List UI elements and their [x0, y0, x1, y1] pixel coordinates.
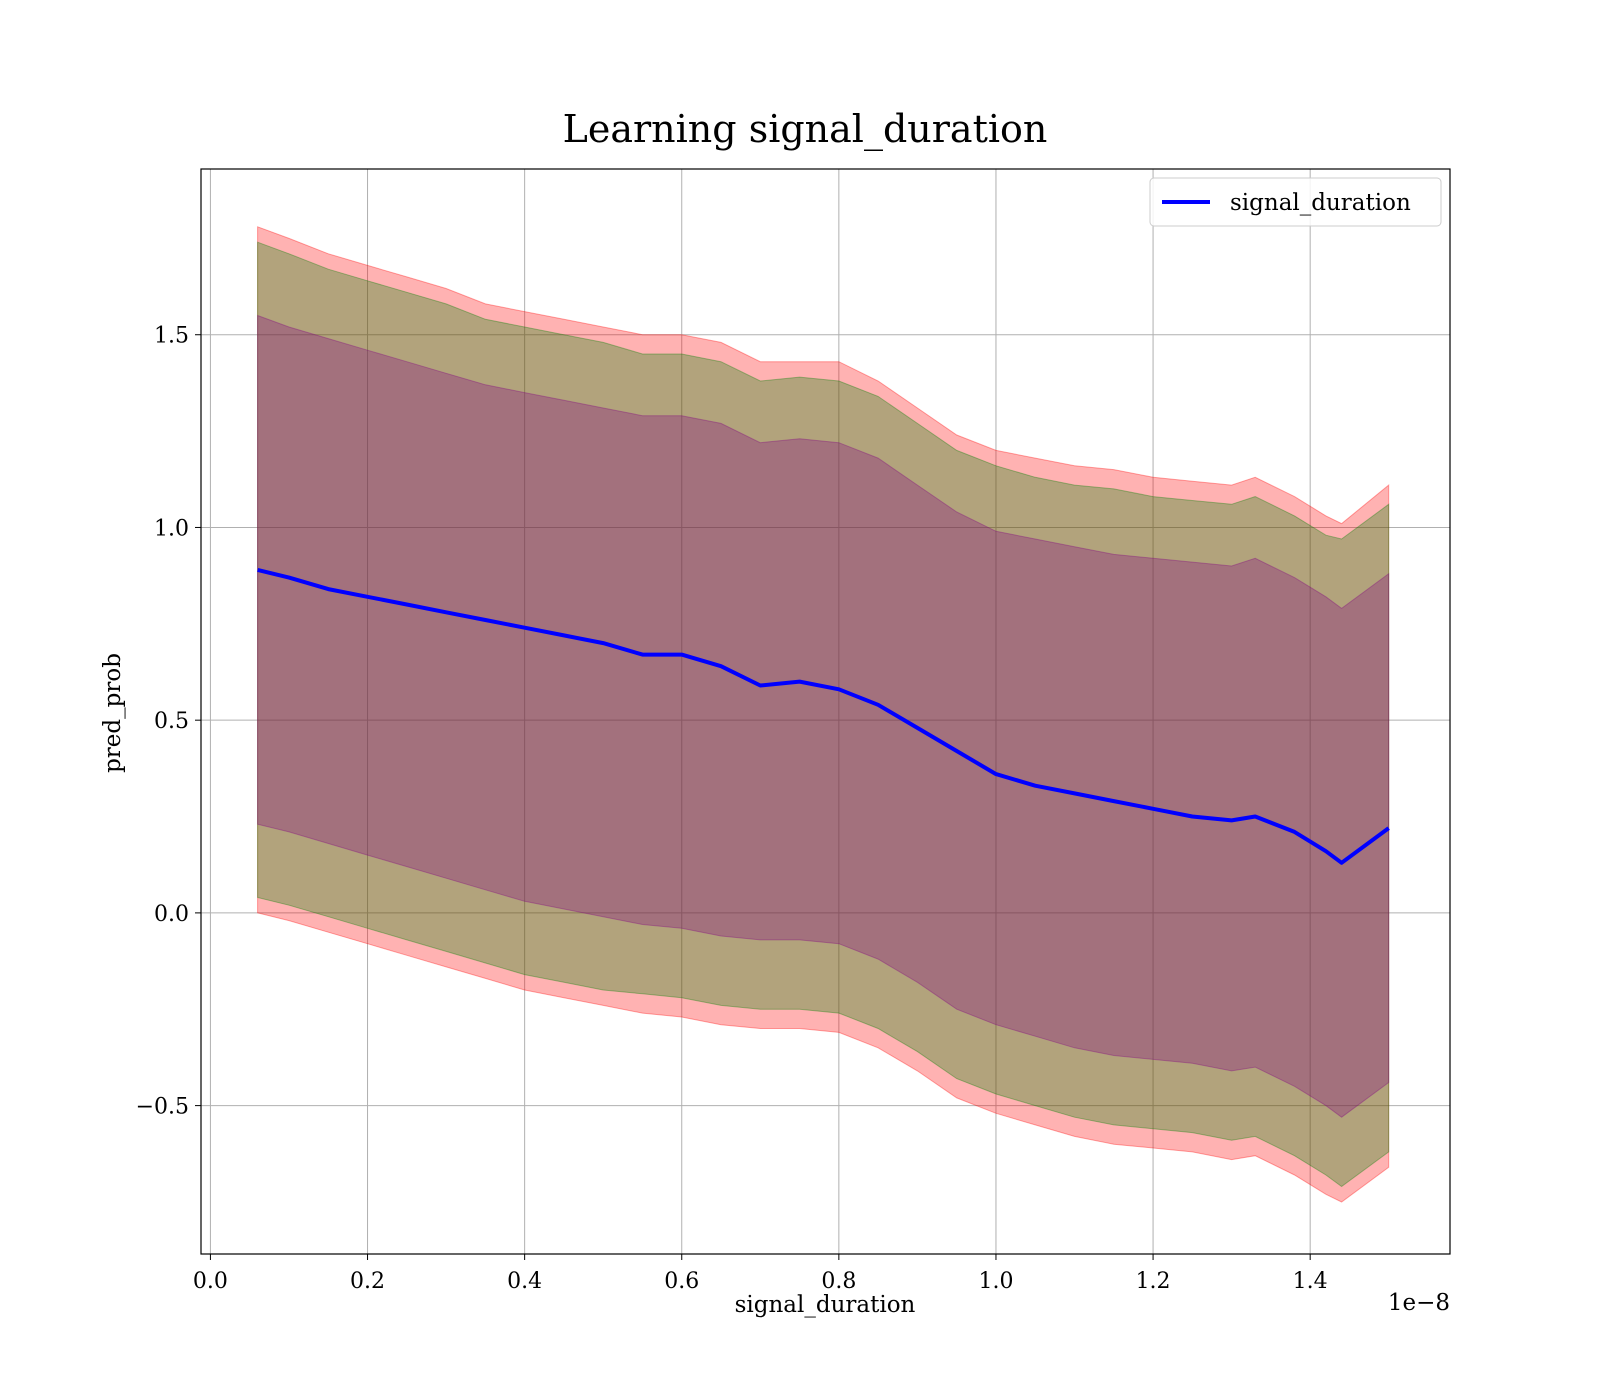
x-tick-label: 1.2 — [1136, 1269, 1171, 1294]
y-tick-label: 0.0 — [154, 902, 189, 927]
chart-title: Learning signal_duration — [563, 107, 1048, 152]
series-lines — [257, 567, 1390, 865]
y-tick-label: −0.5 — [136, 1095, 189, 1120]
series-line-0 — [257, 567, 1390, 865]
y-tick-label: 1.0 — [154, 516, 189, 541]
confidence-bands — [257, 226, 1390, 1203]
grid-lines — [201, 169, 1450, 1254]
x-axis-label: signal_duration — [735, 1292, 916, 1318]
band-0 — [257, 226, 1390, 1203]
y-axis-ticks: −0.5 0.0 0.5 1.0 1.5 — [136, 324, 201, 1120]
legend-entry-label: signal_duration — [1230, 190, 1411, 216]
x-tick-label: 0.8 — [821, 1269, 856, 1294]
band-1 — [257, 241, 1390, 1188]
y-tick-label: 0.5 — [154, 709, 189, 734]
legend-box — [1149, 177, 1442, 227]
band-2 — [257, 314, 1390, 1118]
x-axis-offset-label: 1e−8 — [1388, 1290, 1450, 1316]
x-tick-label: 0.0 — [193, 1269, 228, 1294]
y-axis-label: pred_prob — [100, 653, 126, 773]
y-tick-label: 1.5 — [154, 324, 189, 349]
x-tick-label: 0.6 — [664, 1269, 699, 1294]
x-tick-label: 0.2 — [350, 1269, 385, 1294]
x-tick-label: 1.0 — [978, 1269, 1013, 1294]
x-tick-label: 1.4 — [1293, 1269, 1328, 1294]
x-tick-label: 0.4 — [507, 1269, 542, 1294]
legend: signal_duration — [1149, 177, 1442, 227]
plot-area-frame — [200, 168, 1451, 1255]
x-axis-ticks: 0.0 0.2 0.4 0.6 0.8 1.0 1.2 1.4 — [193, 1254, 1328, 1294]
